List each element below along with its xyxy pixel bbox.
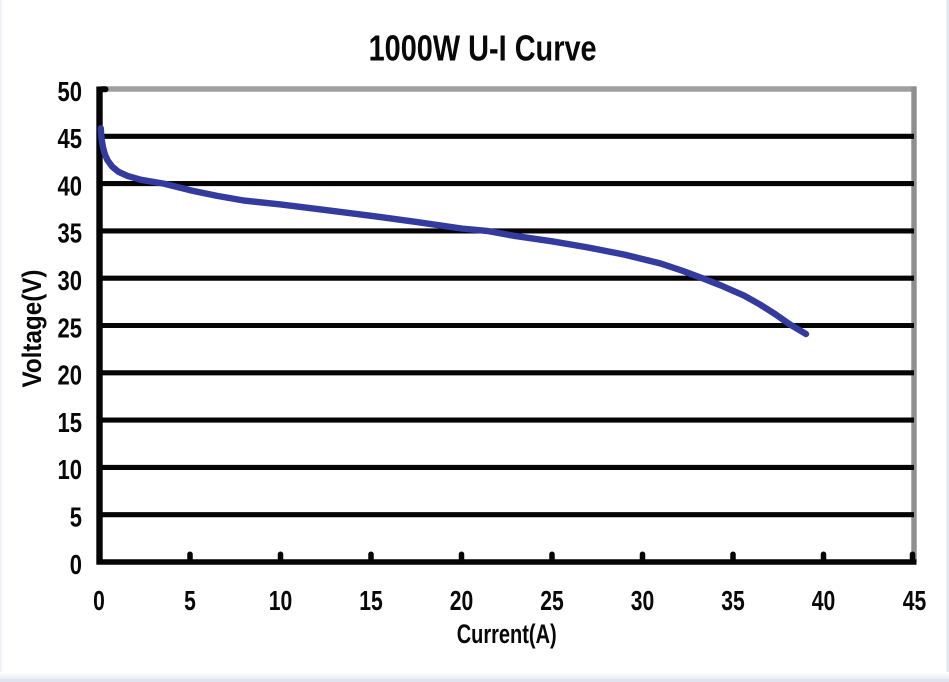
svg-text:30: 30 bbox=[58, 265, 83, 296]
svg-text:15: 15 bbox=[359, 585, 383, 616]
svg-text:45: 45 bbox=[903, 585, 927, 616]
svg-text:15: 15 bbox=[58, 407, 83, 438]
svg-text:20: 20 bbox=[58, 360, 83, 391]
svg-text:5: 5 bbox=[184, 585, 196, 616]
svg-text:1000W U-I Curve: 1000W U-I Curve bbox=[369, 28, 597, 69]
svg-text:10: 10 bbox=[58, 454, 83, 485]
svg-text:10: 10 bbox=[269, 585, 293, 616]
svg-text:35: 35 bbox=[721, 585, 745, 616]
svg-text:35: 35 bbox=[58, 218, 83, 249]
svg-text:45: 45 bbox=[58, 123, 83, 154]
svg-text:0: 0 bbox=[70, 549, 82, 580]
svg-text:0: 0 bbox=[93, 585, 105, 616]
svg-text:25: 25 bbox=[540, 585, 564, 616]
svg-text:Current(A): Current(A) bbox=[457, 619, 557, 649]
svg-text:40: 40 bbox=[58, 170, 83, 201]
svg-text:20: 20 bbox=[450, 585, 474, 616]
svg-text:40: 40 bbox=[812, 585, 836, 616]
svg-text:30: 30 bbox=[631, 585, 655, 616]
svg-text:5: 5 bbox=[70, 502, 82, 533]
svg-text:25: 25 bbox=[58, 312, 83, 343]
svg-text:50: 50 bbox=[58, 76, 83, 107]
svg-text:Voltage(V): Voltage(V) bbox=[17, 270, 47, 388]
